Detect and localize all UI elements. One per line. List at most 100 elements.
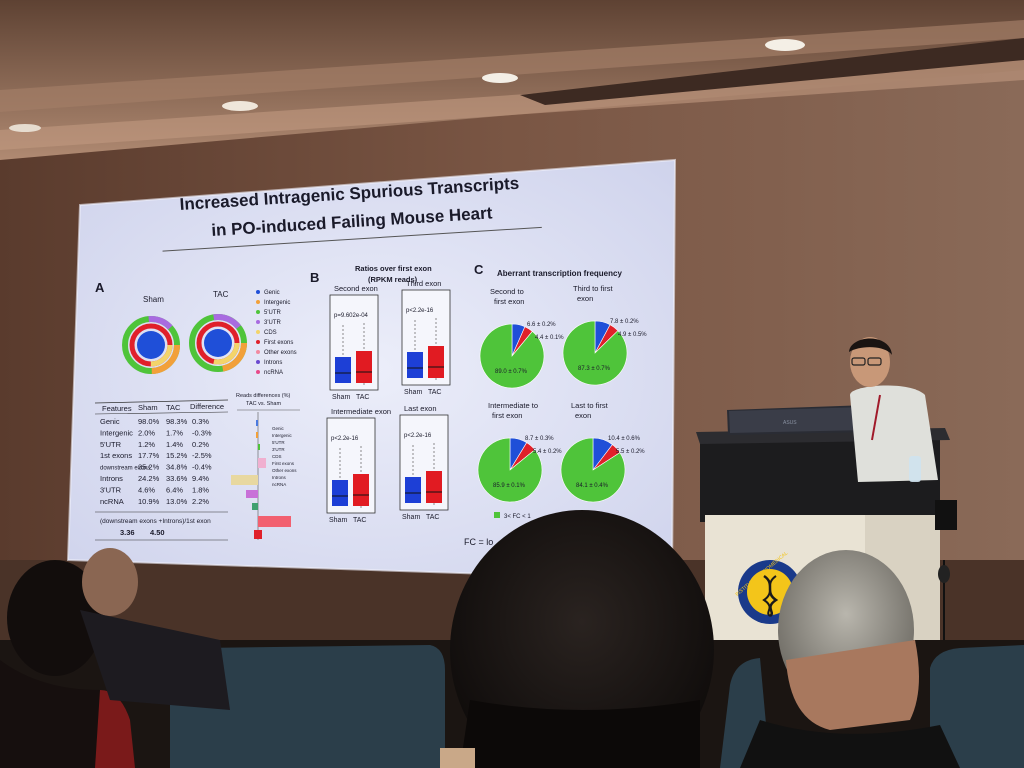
table-header: Features [102, 404, 132, 413]
p-value: p<2.2e-16 [406, 308, 434, 314]
pie-title: exon [577, 294, 593, 303]
legend-item: 5'UTR [264, 310, 281, 316]
boxplot-title: Last exon [404, 404, 437, 413]
difference-bar [246, 490, 258, 498]
table-header: Sham [138, 403, 158, 412]
donut-sham [122, 316, 180, 374]
panel-c-title: Aberrant transcription frequency [497, 269, 622, 278]
x-label: Sham [402, 514, 420, 521]
pie-title: exon [575, 411, 591, 420]
legend-item: 5'UTR [272, 440, 285, 445]
pie-slice-label: 6.6 ± 0.2% [527, 322, 556, 328]
feature-value: 1.4% [166, 440, 183, 449]
pie-main-label: 84.1 ± 0.4% [576, 483, 609, 489]
legend-item: 3'UTR [272, 447, 285, 452]
donut-label-tac: TAC [213, 290, 229, 299]
feature-value: 2.2% [192, 497, 209, 506]
speaker [849, 337, 938, 482]
feature-value: 17.7% [138, 451, 160, 460]
box-tac [428, 346, 444, 378]
audience-member-center [450, 510, 714, 768]
seat-back [930, 645, 1024, 768]
x-label: TAC [428, 389, 441, 396]
legend-item: CDS [272, 454, 282, 459]
table-row: Genic 98.0% 98.3% 0.3% [100, 417, 209, 426]
laptop: ASUS [727, 405, 870, 435]
ratio-value-tac: 4.50 [150, 528, 165, 537]
feature-value: 33.6% [166, 474, 188, 483]
hand [440, 748, 475, 768]
legend-item: ncRNA [272, 482, 286, 487]
panel-b-title-line1: Ratios over first exon [355, 264, 432, 273]
water-bottle [909, 456, 921, 482]
box-sham [407, 352, 423, 378]
feature-name: Introns [100, 474, 123, 483]
feature-value: 98.0% [138, 417, 160, 426]
legend-item: First exons [264, 340, 293, 346]
laptop-brand: ASUS [783, 420, 797, 426]
x-label: TAC [353, 517, 366, 524]
legend-item: Intergenic [272, 433, 293, 438]
pie-slice [479, 323, 545, 389]
bar-chart-title: Reads differences (%) [236, 393, 290, 399]
box-sham [405, 477, 421, 503]
box-tac [426, 471, 442, 503]
boxplot-title: Second exon [334, 284, 378, 293]
pie-title: Last to first [571, 401, 609, 410]
ceiling-light [9, 124, 41, 132]
ceiling-light [765, 39, 805, 51]
legend-item: CDS [264, 330, 277, 336]
feature-value: 1.2% [138, 440, 155, 449]
donut-tac [189, 314, 247, 372]
panel-b-label: B [310, 270, 319, 285]
panel-c-footnote: FC = lo [464, 537, 493, 547]
x-label: TAC [356, 394, 369, 401]
pie-title: Second to [490, 287, 524, 296]
boxplot-title: Intermediate exon [331, 407, 391, 416]
ceiling-light [222, 101, 258, 111]
box-sham [335, 357, 351, 383]
audience [0, 510, 1024, 768]
legend-item: Other exons [272, 468, 297, 473]
pie-title: first exon [494, 297, 524, 306]
feature-value: 34.8% [166, 463, 188, 472]
feature-name: 5'UTR [100, 440, 122, 449]
pie-slice [477, 437, 543, 503]
legend-item: ncRNA [264, 370, 283, 376]
pie-title: Third to first [573, 284, 614, 293]
feature-value: 24.2% [138, 474, 160, 483]
audience-member-bald [80, 548, 230, 710]
boxplot: Third exon p<2.2e-16 Sham TAC [401, 279, 451, 396]
donut-label-sham: Sham [143, 295, 164, 304]
feature-name: ncRNA [100, 497, 124, 506]
feature-value: 1.7% [166, 428, 183, 437]
table-header: Difference [190, 402, 224, 411]
x-label: Sham [329, 517, 347, 524]
difference-bar [258, 444, 260, 450]
legend-item: Genic [272, 426, 285, 431]
feature-value: 15.2% [166, 451, 188, 460]
donut-legend: Genic Intergenic 5'UTR 3'UTR CDS First e… [256, 290, 297, 376]
box-tac [356, 351, 372, 383]
pie-main-label: 85.9 ± 0.1% [493, 483, 526, 489]
feature-name: downstream exons [100, 466, 150, 472]
boxplot: Second exon p=9.602e-04 Sham TAC [329, 284, 379, 401]
audience-member-right [740, 550, 960, 768]
table-row: 5'UTR 1.2% 1.4% 0.2% [100, 440, 209, 449]
legend-item: Introns [264, 360, 282, 366]
ceiling-light [482, 73, 518, 83]
table-row: 1st exons 17.7% 15.2% -2.5% [100, 451, 212, 460]
panel-c-label: C [474, 262, 484, 277]
feature-value: 0.2% [192, 440, 209, 449]
feature-value: 10.9% [138, 497, 160, 506]
table-row: 3'UTR 4.6% 6.4% 1.8% [100, 485, 209, 494]
difference-bar [254, 530, 262, 539]
table-row: Introns 24.2% 33.6% 9.4% [100, 474, 209, 483]
feature-value: 1.8% [192, 485, 209, 494]
feature-name: Genic [100, 417, 120, 426]
feature-value: 4.6% [138, 485, 155, 494]
